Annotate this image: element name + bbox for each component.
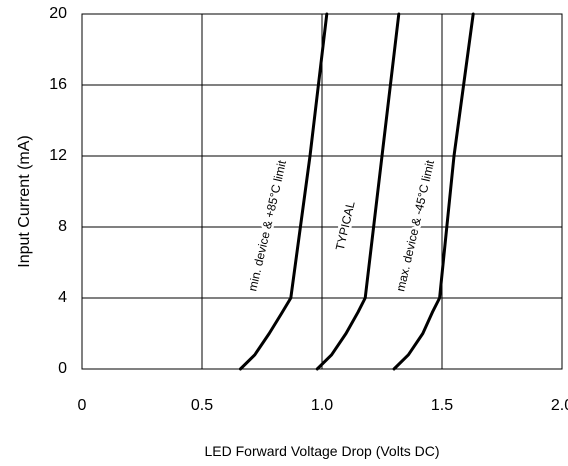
min-device-curve — [238, 12, 329, 371]
x-tick-label: 1.5 — [431, 397, 453, 414]
curve-layer — [238, 12, 475, 371]
x-tick-labels: 0 0.5 1.0 1.5 2.0 — [78, 397, 568, 414]
x-axis-label: LED Forward Voltage Drop (Volts DC) — [205, 443, 440, 459]
x-tick-label: 2.0 — [551, 397, 568, 414]
y-tick-label: 16 — [49, 76, 67, 93]
x-tick-label: 0.5 — [191, 397, 213, 414]
y-tick-labels: 0 4 8 12 16 20 — [49, 5, 67, 377]
y-tick-label: 8 — [58, 218, 67, 235]
max-device-curve — [392, 12, 475, 371]
y-tick-label: 4 — [58, 289, 67, 306]
grid-layer — [82, 14, 562, 369]
plot-frame — [81, 13, 563, 370]
y-tick-label: 0 — [58, 360, 67, 377]
y-tick-label: 20 — [49, 5, 67, 22]
y-axis-label: Input Current (mA) — [16, 135, 33, 267]
x-tick-label: 1.0 — [311, 397, 333, 414]
typical-curve — [315, 12, 401, 371]
x-tick-label: 0 — [78, 397, 87, 414]
y-tick-label: 12 — [49, 147, 67, 164]
